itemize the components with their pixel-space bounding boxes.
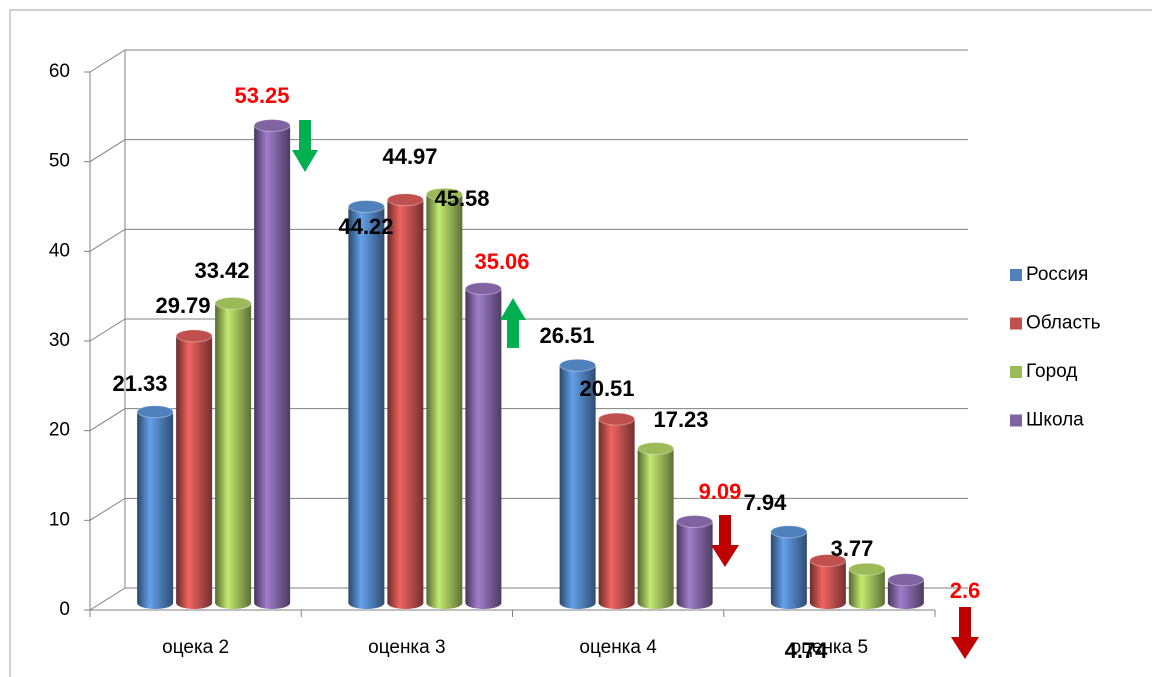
legend-swatch <box>1010 269 1022 281</box>
y-tick-label: 20 <box>49 420 70 441</box>
bar-top <box>464 282 502 296</box>
bar <box>809 553 847 609</box>
grid-line <box>89 228 968 252</box>
bar-body <box>215 303 252 603</box>
y-tick-label: 10 <box>49 509 70 530</box>
grid-line <box>89 408 968 432</box>
bar <box>637 442 675 609</box>
value-label: 45.58 <box>434 186 489 211</box>
bar-body <box>637 448 674 603</box>
x-tick-label: оценка 5 <box>791 637 868 658</box>
bar <box>598 412 636 609</box>
value-label: 26.51 <box>539 323 594 348</box>
bar-body <box>254 125 291 604</box>
bar-top <box>676 514 714 528</box>
bar-body <box>387 199 424 604</box>
legend-label: Россия <box>1026 264 1088 285</box>
value-label: 3.77 <box>831 536 874 561</box>
legend-swatch <box>1010 414 1022 427</box>
y-tick-label: 30 <box>49 330 70 351</box>
bar-body <box>676 521 713 603</box>
chart-frame <box>9 9 1152 677</box>
bar-body <box>137 411 174 603</box>
bar-body <box>770 531 807 603</box>
y-tick-label: 40 <box>49 240 70 261</box>
legend-label: Город <box>1026 361 1077 382</box>
value-label: 17.23 <box>653 407 708 432</box>
bar-top <box>559 358 597 372</box>
grid-line <box>89 497 968 521</box>
y-tick-label: 0 <box>59 599 70 620</box>
bar-top <box>637 442 675 456</box>
bar-body <box>426 194 463 604</box>
bar-body <box>465 288 502 603</box>
bar <box>770 525 808 609</box>
bar-body <box>809 560 846 603</box>
y-tick-label: 60 <box>49 61 70 82</box>
bar <box>214 296 252 609</box>
bar-top <box>386 193 424 207</box>
bar-top <box>175 329 213 343</box>
bar <box>676 514 714 609</box>
bar <box>848 562 886 609</box>
bar-body <box>559 365 596 603</box>
value-label: 7.94 <box>744 490 788 515</box>
bar <box>253 119 291 609</box>
bar <box>559 358 597 609</box>
legend-label: Школа <box>1026 410 1084 431</box>
bar <box>386 193 424 609</box>
arrow-up-green <box>500 298 526 348</box>
bar-body <box>176 335 213 603</box>
arrow-down-red <box>711 515 739 567</box>
bar <box>347 199 385 609</box>
bar-top <box>425 187 463 201</box>
bar <box>887 573 925 609</box>
bar-top <box>809 553 847 567</box>
bar-body <box>348 206 385 603</box>
value-label: 44.22 <box>338 214 393 239</box>
bar-top <box>887 573 925 587</box>
bar-body <box>887 579 924 603</box>
bar-top <box>770 525 808 539</box>
bar-top <box>598 412 636 426</box>
bar <box>175 329 213 609</box>
x-tick-label: оценка 4 <box>579 637 657 658</box>
legend-label: Область <box>1026 313 1101 334</box>
bar-top <box>136 405 174 419</box>
value-label: 20.51 <box>579 376 634 401</box>
value-label: 2.6 <box>950 578 981 603</box>
bar-top <box>214 296 252 310</box>
x-tick-label: оценка 3 <box>368 637 445 658</box>
value-label: 9.09 <box>699 479 742 504</box>
legend-swatch <box>1010 317 1022 330</box>
bar <box>425 187 463 609</box>
y-tick-label: 50 <box>49 151 70 172</box>
value-label: 21.33 <box>112 371 167 396</box>
x-tick-label: оцека 2 <box>162 637 229 658</box>
arrow-down-green <box>292 120 318 172</box>
legend-swatch <box>1010 366 1022 378</box>
value-label: 29.79 <box>155 293 210 318</box>
bar <box>136 405 174 609</box>
value-label: 33.42 <box>194 258 249 283</box>
bar-top <box>253 119 291 133</box>
bar-body <box>598 419 635 603</box>
grid-line <box>89 49 968 73</box>
value-label: 4.74 <box>785 638 829 663</box>
value-label: 35.06 <box>474 249 529 274</box>
grid-line <box>89 318 968 342</box>
value-label: 44.97 <box>382 144 437 169</box>
value-label: 53.25 <box>234 83 289 108</box>
grid-line <box>89 139 968 163</box>
bar-top <box>848 562 886 576</box>
arrow-down-red <box>951 607 979 659</box>
bar <box>464 282 502 609</box>
bar-top <box>347 199 385 213</box>
